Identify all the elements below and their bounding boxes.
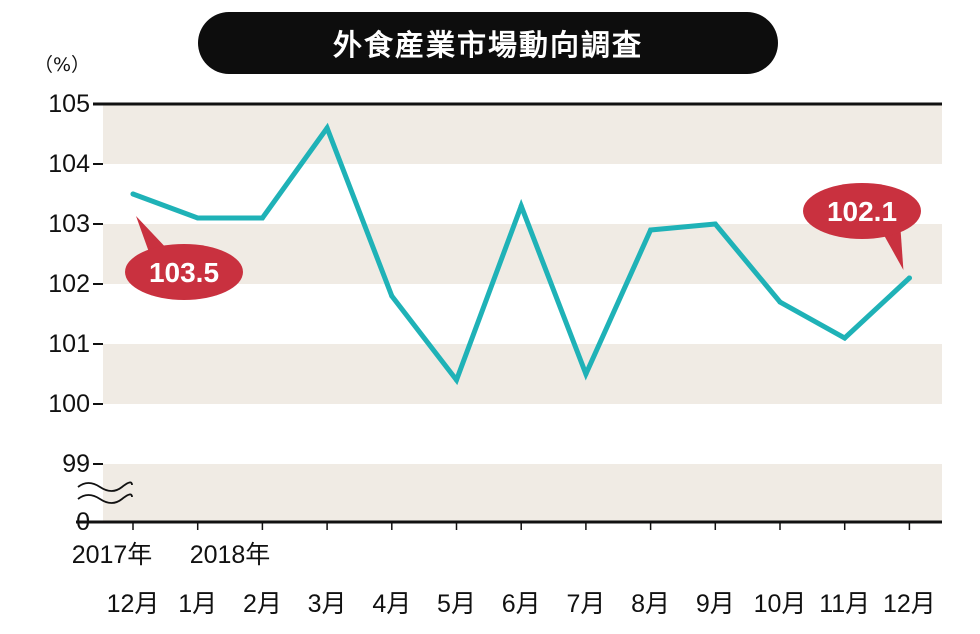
x-tick-label: 6月: [502, 590, 541, 618]
data-point: [389, 293, 395, 299]
data-point: [454, 377, 459, 383]
chart-title: 外食産業市場動向調査: [198, 12, 778, 74]
y-tick-labels: 105 104 103 102 101 100 99 0: [48, 90, 103, 536]
y-tick-label: 103: [48, 210, 90, 238]
grid-band: [103, 464, 942, 522]
x-tick-label: 1月: [178, 590, 217, 618]
data-point: [712, 221, 718, 227]
callouts: 103.5 102.1: [125, 183, 921, 300]
data-point: [518, 203, 524, 209]
data-point: [842, 335, 848, 341]
data-point: [648, 227, 654, 233]
data-point: [324, 125, 330, 131]
y-tick-label: 102: [48, 270, 90, 298]
data-point: [195, 215, 201, 221]
y-tick-label: 0: [76, 508, 90, 536]
x-year-label: 2017年: [72, 541, 153, 569]
x-tick-label: 9月: [696, 590, 735, 618]
x-tick-label: 7月: [566, 590, 605, 618]
x-tick-labels: 12月 1月 2月 3月 4月 5月 6月 7月 8月 9月 10月 11月 12月 2017年 2018年: [72, 522, 936, 618]
data-point: [906, 275, 912, 281]
callout-bubble: [803, 183, 921, 239]
x-tick-label: 12月: [883, 590, 936, 618]
grid-band: [103, 344, 942, 404]
x-year-label: 2018年: [190, 541, 271, 569]
grid-band: [103, 104, 942, 164]
grid-bands: [103, 104, 942, 522]
data-point: [259, 215, 265, 221]
y-tick-label: 104: [48, 150, 90, 178]
callout-label: 103.5: [149, 257, 219, 288]
y-tick-label: 105: [48, 90, 90, 118]
x-tick-label: 12月: [107, 590, 160, 618]
y-tick-label: 99: [62, 450, 90, 478]
data-point: [777, 299, 783, 305]
callout-bubble: [125, 244, 243, 300]
y-tick-label: 101: [48, 330, 90, 358]
x-tick-label: 5月: [437, 590, 476, 618]
y-tick-label: 100: [48, 390, 90, 418]
x-tick-label: 10月: [754, 590, 807, 618]
data-point: [130, 191, 136, 197]
x-tick-label: 4月: [372, 590, 411, 618]
axis-break-mark: [77, 481, 133, 492]
callout-pointer: [136, 216, 170, 255]
x-tick-label: 3月: [308, 590, 347, 618]
axes: [76, 102, 942, 524]
x-tick-label: 8月: [631, 590, 670, 618]
x-tick-label: 2月: [243, 590, 282, 618]
y-axis-unit-label: （%）: [34, 54, 91, 76]
data-point: [583, 371, 589, 377]
callout-label: 102.1: [827, 196, 897, 227]
series-layer: [130, 122, 912, 386]
axis-break-mark: [77, 493, 133, 504]
x-tick-label: 11月: [819, 590, 870, 618]
